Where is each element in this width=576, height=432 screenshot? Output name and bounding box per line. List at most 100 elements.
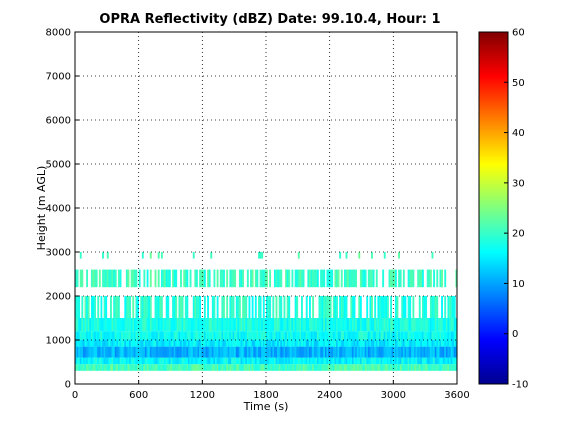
reflectivity-cell: [197, 296, 200, 318]
reflectivity-cell: [301, 331, 303, 340]
reflectivity-cell: [237, 331, 240, 340]
reflectivity-cell: [444, 269, 447, 288]
reflectivity-cell: [98, 357, 101, 365]
reflectivity-cell: [337, 331, 340, 340]
reflectivity-cell: [162, 357, 165, 365]
reflectivity-cell: [178, 318, 181, 332]
reflectivity-cell: [385, 318, 388, 332]
reflectivity-cell: [119, 318, 122, 332]
reflectivity-cell: [418, 346, 421, 358]
reflectivity-cell: [178, 346, 181, 358]
reflectivity-cell: [353, 346, 356, 358]
reflectivity-cell: [146, 340, 149, 347]
reflectivity-cell: [237, 357, 240, 365]
reflectivity-cell: [194, 364, 197, 371]
reflectivity-cell: [164, 331, 167, 340]
reflectivity-cell: [348, 269, 351, 288]
reflectivity-cell: [366, 346, 369, 358]
reflectivity-cell: [262, 357, 265, 365]
reflectivity-cell: [194, 296, 197, 318]
reflectivity-cell: [221, 269, 224, 288]
reflectivity-cell: [156, 318, 159, 332]
reflectivity-cell: [149, 364, 152, 371]
reflectivity-cell: [254, 364, 257, 371]
reflectivity-cell: [159, 346, 162, 358]
reflectivity-cell: [183, 364, 186, 371]
reflectivity-cell: [262, 364, 265, 371]
reflectivity-cell: [86, 331, 89, 340]
reflectivity-cell: [219, 364, 222, 371]
reflectivity-cell: [270, 318, 273, 332]
reflectivity-cell: [117, 269, 120, 288]
reflectivity-cell: [259, 269, 262, 288]
reflectivity-cell: [259, 357, 262, 365]
reflectivity-cell: [191, 364, 194, 371]
reflectivity-cell: [407, 346, 410, 358]
reflectivity-cell: [269, 296, 272, 318]
reflectivity-cell: [339, 346, 342, 358]
reflectivity-cell: [374, 318, 377, 332]
reflectivity-cell: [259, 340, 262, 347]
reflectivity-cell: [302, 331, 305, 340]
reflectivity-cell: [105, 331, 108, 340]
reflectivity-cell: [312, 357, 315, 365]
reflectivity-cell: [194, 346, 197, 358]
reflectivity-cell: [103, 340, 106, 347]
reflectivity-cell: [180, 357, 182, 365]
reflectivity-cell: [337, 340, 340, 347]
reflectivity-cell: [135, 331, 138, 340]
reflectivity-cell: [229, 296, 232, 318]
reflectivity-cell: [79, 331, 82, 340]
reflectivity-cell: [380, 318, 383, 332]
reflectivity-cell: [82, 340, 85, 347]
reflectivity-cell: [415, 331, 418, 340]
reflectivity-cell: [116, 318, 119, 332]
reflectivity-cell: [75, 357, 77, 365]
reflectivity-cell: [116, 364, 119, 371]
reflectivity-cell: [291, 318, 294, 332]
reflectivity-cell: [160, 269, 163, 288]
reflectivity-cell: [321, 340, 324, 347]
reflectivity-cell: [146, 357, 149, 365]
reflectivity-cell: [289, 364, 292, 371]
reflectivity-cell: [213, 269, 216, 288]
reflectivity-cell: [450, 346, 453, 358]
reflectivity-cell: [245, 318, 248, 332]
reflectivity-cell: [167, 357, 170, 365]
reflectivity-cell: [351, 296, 354, 318]
reflectivity-cell: [275, 296, 278, 318]
reflectivity-cell: [113, 340, 116, 347]
reflectivity-cell: [385, 331, 388, 340]
reflectivity-cell: [359, 318, 362, 332]
reflectivity-cell: [304, 364, 307, 371]
reflectivity-cell: [364, 340, 367, 347]
reflectivity-cell: [302, 269, 305, 288]
reflectivity-cell: [141, 357, 144, 365]
reflectivity-cell: [426, 269, 429, 288]
reflectivity-cell: [334, 269, 337, 288]
reflectivity-cell: [377, 331, 380, 340]
reflectivity-cell: [135, 346, 138, 358]
reflectivity-cell: [151, 318, 154, 332]
reflectivity-cell: [359, 357, 362, 365]
reflectivity-cell: [301, 318, 303, 332]
reflectivity-cell: [339, 296, 342, 318]
reflectivity-cell: [439, 340, 442, 347]
reflectivity-cell: [356, 357, 359, 365]
reflectivity-cell: [145, 318, 147, 332]
reflectivity-cell: [455, 340, 457, 347]
reflectivity-cell: [232, 296, 235, 318]
reflectivity-cell: [423, 357, 426, 365]
reflectivity-cell: [449, 318, 451, 332]
reflectivity-cell: [76, 318, 79, 332]
reflectivity-cell: [385, 296, 388, 318]
reflectivity-cell: [79, 318, 82, 332]
reflectivity-cell: [320, 331, 323, 340]
reflectivity-cell: [401, 346, 404, 358]
reflectivity-cell: [331, 364, 334, 371]
reflectivity-cell: [353, 296, 356, 318]
reflectivity-cell: [130, 357, 133, 365]
reflectivity-cell: [138, 346, 141, 358]
reflectivity-cell: [288, 357, 291, 365]
reflectivity-cell: [223, 331, 225, 340]
